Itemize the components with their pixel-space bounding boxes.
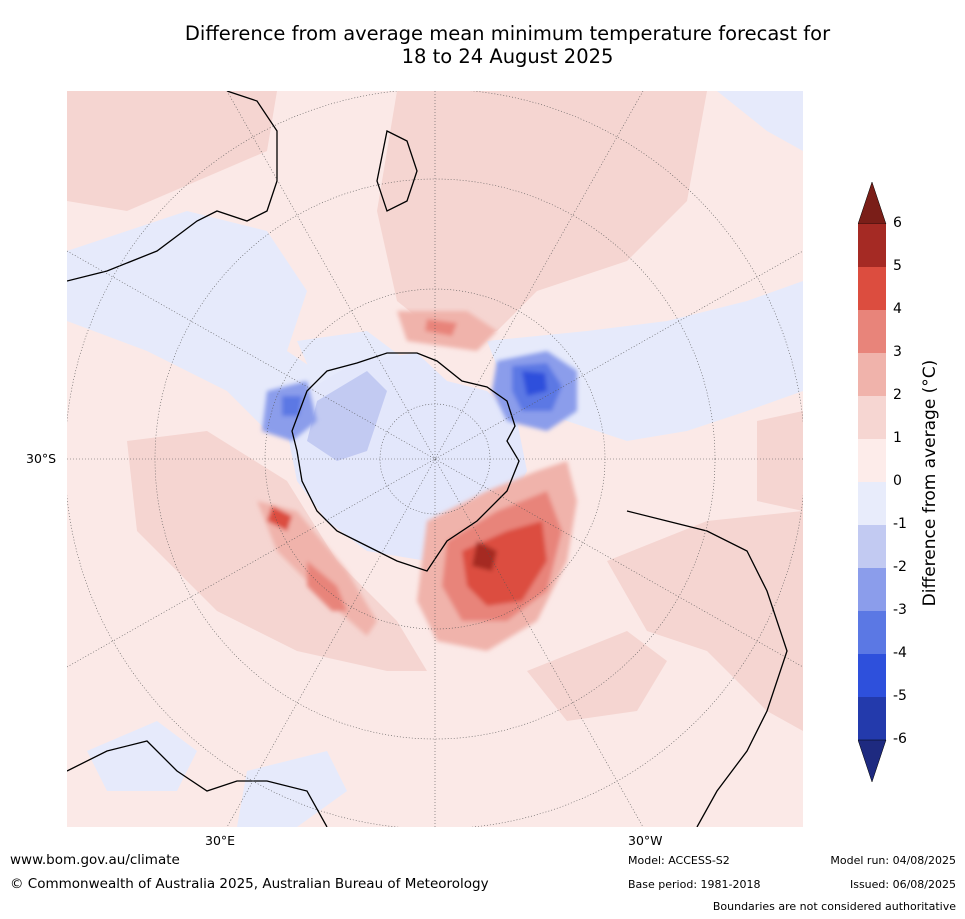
colorbar-band (858, 697, 886, 740)
anomaly-plus-streak-30e (257, 501, 377, 636)
footer-model: Model: ACCESS-S2 (628, 854, 730, 867)
colorbar-tick-label: 5 (893, 258, 902, 274)
colorbar-tick-label: 2 (893, 387, 902, 403)
footer-base-period: Base period: 1981-2018 (628, 878, 761, 891)
colorbar-tick-label: -5 (893, 688, 907, 704)
colorbar-band (858, 267, 886, 310)
anomaly-minus-core-amundsen (492, 351, 577, 431)
colorbar-band (858, 353, 886, 396)
colorbar-band (858, 439, 886, 482)
colorbar-band (858, 310, 886, 353)
anomaly-minus-east-antarctica (262, 381, 317, 441)
footer-disclaimer: Boundaries are not considered authoritat… (712, 900, 956, 913)
graticule (67, 91, 803, 827)
colorbar-over-arrow (858, 182, 887, 225)
antarctica-minus2-patch (307, 371, 387, 461)
colorbar-band (858, 482, 886, 525)
colorbar-under-arrow (858, 739, 887, 782)
colorbar-tick-label: -1 (893, 516, 907, 532)
footer-website[interactable]: www.bom.gov.au/climate (10, 852, 180, 868)
colorbar-tick-label: 6 (893, 215, 902, 231)
colorbar-band (858, 396, 886, 439)
colorbar-tick-label: -2 (893, 559, 907, 575)
colorbar-tick-label: -3 (893, 602, 907, 618)
footer-issued: Issued: 06/08/2025 (849, 878, 956, 891)
title-line-2: 18 to 24 August 2025 (401, 45, 614, 68)
colorbar-tick-label: 3 (893, 344, 902, 360)
footer-model-run: Model run: 04/08/2025 (830, 854, 956, 867)
colorbar-band (858, 224, 886, 267)
anomaly-plus-core-weddell (417, 461, 577, 651)
colorbar-band (858, 525, 886, 568)
colorbar-tick-label: -4 (893, 645, 907, 661)
polar-anomaly-map[interactable] (67, 91, 803, 827)
chart-title: Difference from average mean minimum tem… (100, 22, 915, 68)
colorbar-tick-label: -6 (893, 731, 907, 747)
colorbar-tick-label: 4 (893, 301, 902, 317)
colorbar-band (858, 654, 886, 697)
footer-copyright: © Commonwealth of Australia 2025, Austra… (10, 876, 489, 892)
lon-label-30e: 30°E (205, 833, 236, 848)
lat-label-30s: 30°S (26, 451, 57, 466)
anomaly-plus-near-180 (397, 311, 497, 351)
title-line-1: Difference from average mean minimum tem… (184, 22, 831, 45)
colorbar-tick-label: 1 (893, 430, 902, 446)
lon-label-30w: 30°W (628, 833, 663, 848)
colorbar-band (858, 611, 886, 654)
colorbar-band (858, 568, 886, 611)
colorbar-label: Difference from average (°C) (920, 359, 940, 607)
colorbar (858, 182, 887, 782)
colorbar-tick-label: 0 (893, 473, 902, 489)
coastlines (67, 91, 788, 827)
